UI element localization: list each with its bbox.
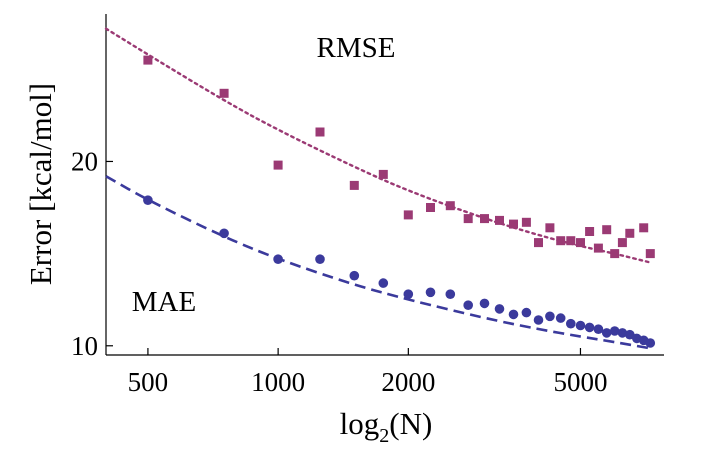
mae-point-10	[479, 298, 490, 309]
x-axis-title-prefix: log	[340, 406, 380, 441]
mae-point-14	[533, 315, 544, 325]
x-axis-title: log2(N)	[340, 406, 433, 447]
rmse-point-11	[495, 215, 504, 225]
rmse-point-17	[566, 236, 576, 246]
rmse-point-5	[378, 169, 388, 179]
rmse-point-9	[463, 214, 473, 224]
rmse-point-8	[445, 201, 455, 211]
rmse-point-24	[625, 228, 635, 238]
rmse-point-16	[556, 236, 566, 246]
plot-frame	[105, 14, 664, 356]
annotation-rmse: RMSE	[317, 32, 396, 64]
rmse-point-4	[349, 180, 359, 190]
annotation-mae: MAE	[132, 286, 196, 318]
mae-point-9	[463, 300, 474, 311]
rmse-point-3	[315, 127, 325, 137]
x-axis-title-subscript: 2	[379, 425, 389, 447]
y-axis-title: Error [kcal/mol]	[23, 83, 58, 285]
rmse-point-19	[585, 227, 595, 236]
mae-point-18	[575, 320, 586, 331]
x-axis-ticks: 500 1000 2000 5000	[128, 348, 607, 397]
mae-point-5	[378, 278, 389, 288]
x-tick-label-5000: 5000	[553, 367, 607, 397]
rmse-point-2	[273, 160, 283, 170]
rmse-point-13	[521, 217, 531, 227]
mae-point-6	[403, 289, 414, 300]
mae-point-7	[425, 287, 436, 298]
y-tick-label-20: 20	[71, 146, 98, 176]
x-tick-label-2000: 2000	[381, 367, 435, 397]
mae-point-8	[445, 289, 456, 300]
mae-point-1	[219, 228, 229, 239]
rmse-point-12	[509, 219, 518, 229]
rmse-point-7	[426, 203, 435, 212]
rmse-point-10	[480, 214, 489, 224]
rmse-point-21	[602, 225, 612, 235]
rmse-point-18	[576, 238, 585, 248]
mae-point-27	[645, 338, 656, 348]
x-tick-label-500: 500	[128, 367, 169, 397]
rmse-point-15	[545, 223, 555, 233]
mae-point-16	[555, 313, 566, 323]
rmse-point-22	[610, 249, 620, 259]
mae-point-21	[601, 328, 612, 338]
mae-point-0	[143, 195, 153, 205]
rmse-point-23	[617, 238, 627, 248]
y-axis-ticks: 10 20	[71, 146, 113, 361]
rmse-point-25	[639, 223, 649, 233]
mae-point-4	[349, 270, 360, 281]
mae-point-23	[617, 328, 628, 338]
rmse-point-6	[403, 210, 413, 220]
mae-point-15	[545, 311, 555, 322]
mae-point-20	[593, 324, 604, 335]
x-axis-title-suffix: (N)	[389, 406, 432, 441]
data-points	[143, 55, 656, 348]
rmse-point-14	[534, 238, 543, 248]
mae-point-19	[584, 322, 595, 333]
rmse-point-1	[219, 88, 229, 98]
mae-point-17	[566, 318, 576, 329]
mae-point-11	[494, 304, 505, 314]
mae-point-3	[315, 254, 325, 264]
mae-point-13	[521, 307, 532, 318]
mae-point-2	[273, 254, 283, 264]
rmse-point-0	[143, 55, 153, 65]
rmse-point-26	[645, 249, 655, 259]
rmse-point-20	[593, 243, 603, 253]
x-tick-label-1000: 1000	[251, 367, 305, 397]
mae-point-12	[508, 309, 519, 320]
y-tick-label-10: 10	[71, 331, 98, 361]
mae-point-22	[609, 326, 620, 336]
